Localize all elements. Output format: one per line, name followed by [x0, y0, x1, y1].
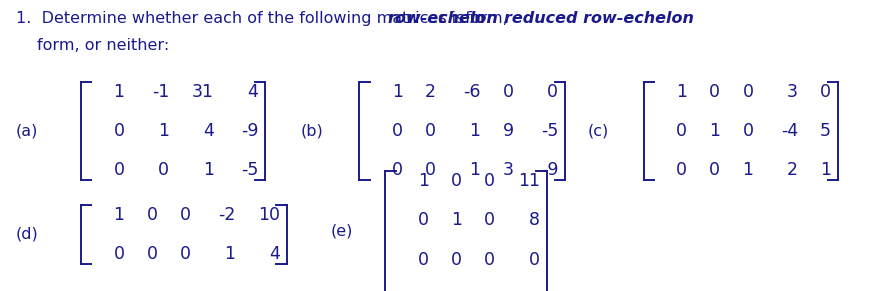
Text: 0: 0 [146, 206, 157, 223]
Text: 1: 1 [675, 83, 687, 101]
Text: 0: 0 [424, 122, 435, 140]
Text: 0: 0 [450, 251, 461, 269]
Text: 4: 4 [247, 83, 258, 101]
Text: 4: 4 [269, 245, 280, 263]
Text: 3: 3 [786, 83, 797, 101]
Text: reduced row-echelon: reduced row-echelon [504, 11, 693, 26]
Text: 1: 1 [202, 161, 214, 179]
Text: (b): (b) [300, 123, 322, 139]
Text: 2: 2 [786, 161, 797, 179]
Text: 0: 0 [450, 290, 461, 291]
Text: 0: 0 [528, 251, 539, 269]
Text: 31: 31 [191, 83, 214, 101]
Text: 1: 1 [224, 245, 235, 263]
Text: 1: 1 [741, 161, 753, 179]
Text: 0: 0 [819, 83, 830, 101]
Text: 0: 0 [113, 245, 124, 263]
Text: (a): (a) [16, 123, 38, 139]
Text: 0: 0 [179, 245, 190, 263]
Text: 4: 4 [202, 122, 214, 140]
Text: 0: 0 [391, 161, 402, 179]
Text: 1: 1 [391, 83, 402, 101]
Text: 0: 0 [391, 122, 402, 140]
Text: -2: -2 [217, 206, 235, 223]
Text: 0: 0 [741, 83, 753, 101]
Text: -5: -5 [541, 122, 558, 140]
Text: 1: 1 [113, 206, 124, 223]
Text: 0: 0 [708, 161, 720, 179]
Text: 0: 0 [417, 290, 428, 291]
Text: 0: 0 [113, 122, 124, 140]
Text: 11: 11 [517, 172, 539, 190]
Text: 0: 0 [158, 161, 169, 179]
Text: 3: 3 [528, 290, 539, 291]
Text: 1: 1 [819, 161, 830, 179]
Text: 0: 0 [450, 172, 461, 190]
Text: 0: 0 [483, 251, 494, 269]
Text: 0: 0 [675, 122, 687, 140]
Text: form,: form, [460, 11, 513, 26]
Text: 1: 1 [708, 122, 720, 140]
Text: -4: -4 [779, 122, 797, 140]
Text: 1: 1 [158, 122, 169, 140]
Text: 1: 1 [483, 290, 494, 291]
Text: (d): (d) [16, 227, 38, 242]
Text: 0: 0 [741, 122, 753, 140]
Text: 2: 2 [424, 83, 435, 101]
Text: 0: 0 [179, 206, 190, 223]
Text: 1: 1 [469, 161, 480, 179]
Text: 0: 0 [146, 245, 157, 263]
Text: (e): (e) [330, 224, 353, 239]
Text: -9: -9 [241, 122, 258, 140]
Text: 10: 10 [257, 206, 280, 223]
Text: 0: 0 [424, 161, 435, 179]
Text: 5: 5 [819, 122, 830, 140]
Text: 0: 0 [417, 212, 428, 229]
Text: -6: -6 [462, 83, 480, 101]
Text: 0: 0 [708, 83, 720, 101]
Text: row-echelon: row-echelon [387, 11, 498, 26]
Text: 1: 1 [417, 172, 428, 190]
Text: -5: -5 [241, 161, 258, 179]
Text: 1.  Determine whether each of the following matrices is in: 1. Determine whether each of the followi… [16, 11, 488, 26]
Text: 0: 0 [547, 83, 558, 101]
Text: 9: 9 [502, 122, 513, 140]
Text: 1: 1 [113, 83, 124, 101]
Text: 0: 0 [502, 83, 513, 101]
Text: (c): (c) [587, 123, 607, 139]
Text: -1: -1 [151, 83, 169, 101]
Text: form, or neither:: form, or neither: [37, 38, 169, 53]
Text: 1: 1 [450, 212, 461, 229]
Text: 0: 0 [417, 251, 428, 269]
Text: 8: 8 [528, 212, 539, 229]
Text: 1: 1 [469, 122, 480, 140]
Text: -9: -9 [540, 161, 558, 179]
Text: 3: 3 [502, 161, 513, 179]
Text: 0: 0 [483, 172, 494, 190]
Text: 0: 0 [483, 212, 494, 229]
Text: 0: 0 [113, 161, 124, 179]
Text: 0: 0 [675, 161, 687, 179]
